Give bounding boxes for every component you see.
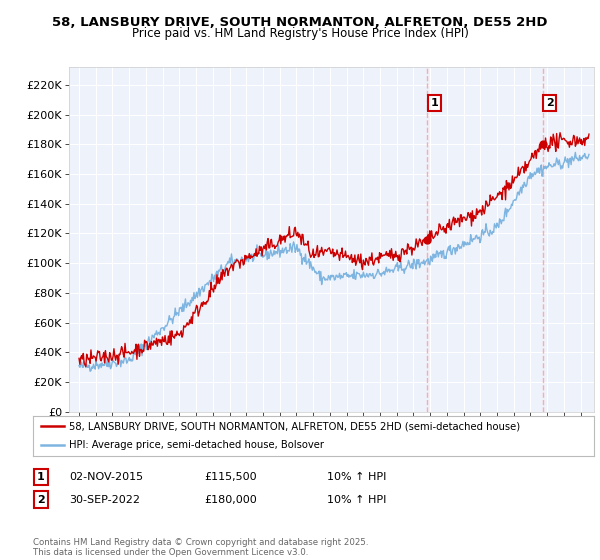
Text: Price paid vs. HM Land Registry's House Price Index (HPI): Price paid vs. HM Land Registry's House …	[131, 27, 469, 40]
Text: £115,500: £115,500	[204, 472, 257, 482]
Text: HPI: Average price, semi-detached house, Bolsover: HPI: Average price, semi-detached house,…	[70, 440, 325, 450]
Text: 10% ↑ HPI: 10% ↑ HPI	[327, 472, 386, 482]
Text: 02-NOV-2015: 02-NOV-2015	[69, 472, 143, 482]
Text: £180,000: £180,000	[204, 494, 257, 505]
Text: 2: 2	[546, 98, 554, 108]
Text: 1: 1	[37, 472, 44, 482]
Text: 58, LANSBURY DRIVE, SOUTH NORMANTON, ALFRETON, DE55 2HD: 58, LANSBURY DRIVE, SOUTH NORMANTON, ALF…	[52, 16, 548, 29]
Text: 30-SEP-2022: 30-SEP-2022	[69, 494, 140, 505]
Text: 10% ↑ HPI: 10% ↑ HPI	[327, 494, 386, 505]
Text: Contains HM Land Registry data © Crown copyright and database right 2025.
This d: Contains HM Land Registry data © Crown c…	[33, 538, 368, 557]
Text: 58, LANSBURY DRIVE, SOUTH NORMANTON, ALFRETON, DE55 2HD (semi-detached house): 58, LANSBURY DRIVE, SOUTH NORMANTON, ALF…	[70, 421, 521, 431]
Text: 2: 2	[37, 494, 44, 505]
Text: 1: 1	[430, 98, 438, 108]
